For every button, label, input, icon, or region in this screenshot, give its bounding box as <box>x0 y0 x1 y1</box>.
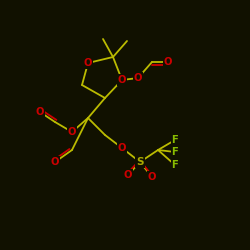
Text: O: O <box>36 107 44 117</box>
Text: S: S <box>136 157 144 167</box>
Text: O: O <box>148 172 156 182</box>
Text: F: F <box>172 135 178 145</box>
Text: O: O <box>164 57 172 67</box>
Text: O: O <box>51 157 59 167</box>
Text: O: O <box>118 143 126 153</box>
Text: O: O <box>134 73 142 83</box>
Text: O: O <box>68 127 76 137</box>
Text: O: O <box>84 58 92 68</box>
Text: O: O <box>124 170 132 180</box>
Text: O: O <box>118 75 126 85</box>
Text: F: F <box>172 160 178 170</box>
Text: F: F <box>172 147 178 157</box>
